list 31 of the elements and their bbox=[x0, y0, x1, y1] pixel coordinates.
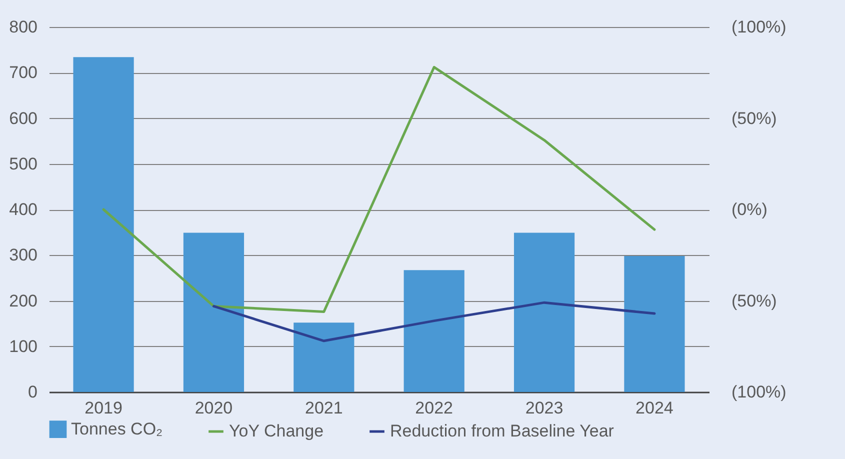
x-tick-label: 2022 bbox=[415, 398, 454, 418]
y-tick-label: 500 bbox=[9, 154, 38, 174]
bar bbox=[404, 270, 464, 392]
x-tick-label: 2019 bbox=[84, 398, 122, 418]
x-tick-label: 2020 bbox=[194, 398, 233, 418]
legend-label: YoY Change bbox=[229, 422, 324, 440]
y2-tick-label: (100%) bbox=[732, 18, 786, 36]
y-tick-label: 200 bbox=[9, 291, 38, 310]
line-series bbox=[212, 301, 656, 342]
y-tick-label: 0 bbox=[28, 382, 38, 402]
x-tick-label: 2023 bbox=[525, 398, 564, 418]
bar bbox=[183, 232, 244, 392]
y-tick-label: 100 bbox=[9, 336, 38, 356]
bar bbox=[514, 232, 575, 392]
y2-tick-label: (50%) bbox=[732, 108, 777, 128]
bar bbox=[294, 322, 354, 392]
x-tick-label: 2021 bbox=[304, 398, 343, 418]
y-tick-label: 600 bbox=[9, 108, 38, 128]
y2-tick-label: (0%) bbox=[732, 200, 768, 219]
y-tick-label: 700 bbox=[9, 63, 38, 82]
y2-tick-label: (100%) bbox=[732, 382, 786, 402]
y2-tick-label: (50%) bbox=[732, 291, 777, 310]
bar bbox=[624, 256, 685, 392]
bar bbox=[73, 57, 134, 392]
legend-label: Tonnes CO₂ bbox=[71, 419, 163, 438]
x-tick-label: 2024 bbox=[636, 398, 674, 418]
line-series bbox=[102, 66, 656, 313]
y-tick-label: 300 bbox=[9, 246, 38, 265]
legend-label: Reduction from Baseline Year bbox=[390, 422, 614, 440]
y-tick-label: 800 bbox=[9, 18, 38, 36]
y-tick-label: 400 bbox=[9, 200, 38, 219]
